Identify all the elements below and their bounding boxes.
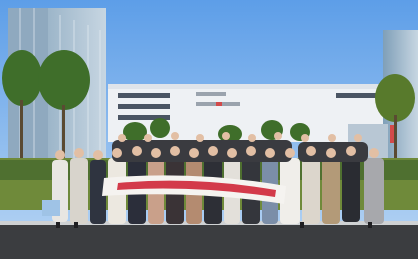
road — [0, 224, 418, 259]
page — [0, 0, 418, 259]
photo — [0, 0, 418, 259]
bag — [42, 200, 60, 216]
center-building — [108, 84, 383, 142]
